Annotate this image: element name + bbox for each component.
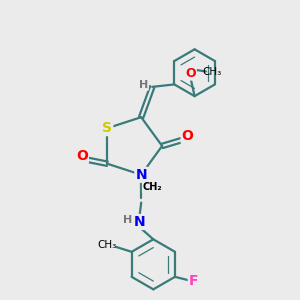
Text: O: O [185, 67, 196, 80]
Text: F: F [189, 274, 198, 288]
Text: N: N [134, 215, 145, 229]
Text: O: O [76, 149, 88, 163]
Text: CH₂: CH₂ [143, 182, 162, 192]
Text: CH₃: CH₃ [202, 67, 222, 76]
Text: O: O [182, 129, 194, 143]
Text: CH₃: CH₃ [98, 240, 117, 250]
Text: H: H [139, 80, 148, 90]
Text: S: S [102, 121, 112, 135]
Text: N: N [135, 168, 147, 182]
Text: H: H [123, 215, 133, 225]
